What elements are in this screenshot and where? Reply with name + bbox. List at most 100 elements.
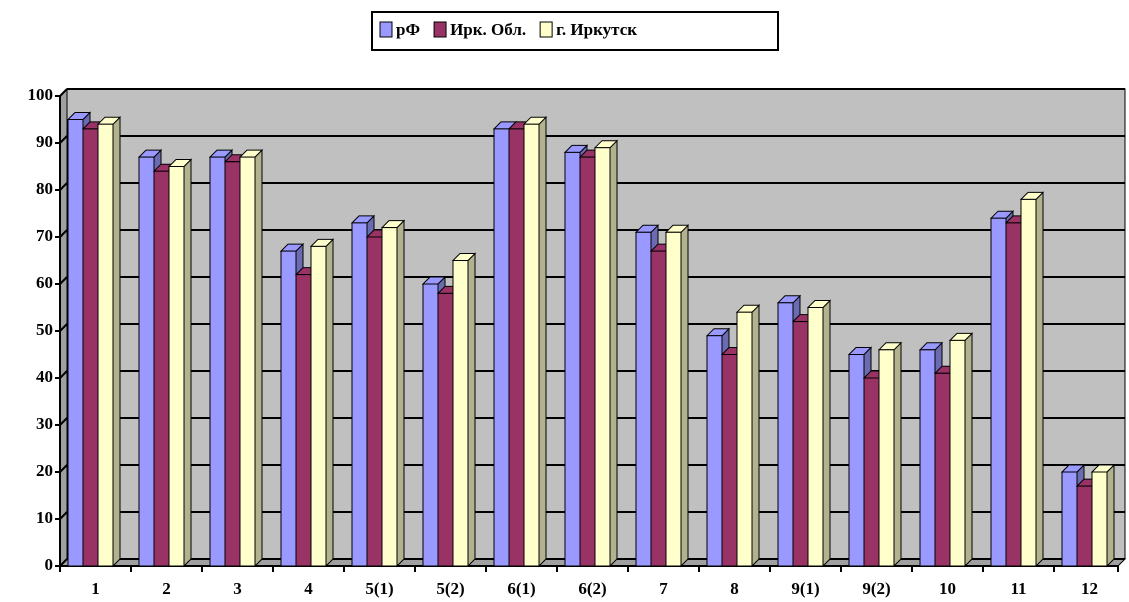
bar-side xyxy=(609,139,618,568)
bar xyxy=(224,161,241,567)
bar-side xyxy=(893,341,902,568)
x-tick-label: 11 xyxy=(1010,579,1026,598)
grid-line-side xyxy=(59,229,68,238)
bar xyxy=(919,349,936,567)
x-tick-label: 7 xyxy=(659,579,668,598)
bar xyxy=(523,123,540,567)
x-tick-label: 9(2) xyxy=(862,579,890,598)
bar xyxy=(579,156,596,567)
bar xyxy=(452,260,469,567)
bar xyxy=(777,302,794,567)
bar xyxy=(508,128,525,567)
bar-side xyxy=(751,303,760,568)
bar xyxy=(1076,485,1093,567)
bar xyxy=(239,156,256,567)
bar xyxy=(863,377,880,567)
bar xyxy=(635,231,652,567)
y-tick-label: 20 xyxy=(36,461,53,480)
bar xyxy=(934,372,951,567)
grid-line-side xyxy=(59,464,68,473)
y-tick-label: 40 xyxy=(36,367,53,386)
bar xyxy=(310,245,327,567)
bar xyxy=(97,123,114,567)
bar xyxy=(564,151,581,567)
bar xyxy=(792,321,809,567)
bar xyxy=(351,222,368,567)
y-tick-label: 50 xyxy=(36,320,53,339)
bar xyxy=(209,156,226,567)
bar-side xyxy=(680,224,689,568)
grid-line-side xyxy=(59,511,68,520)
bar xyxy=(594,147,611,567)
bar xyxy=(990,217,1007,567)
x-tick-label: 3 xyxy=(233,579,242,598)
bar-side xyxy=(254,148,263,568)
x-tick-label: 6(1) xyxy=(507,579,535,598)
y-tick-label: 90 xyxy=(36,132,53,151)
bar xyxy=(422,283,439,567)
bar-side xyxy=(183,158,192,568)
x-tick-label: 2 xyxy=(162,579,171,598)
bar xyxy=(650,250,667,567)
x-tick-label: 8 xyxy=(730,579,739,598)
bar xyxy=(153,170,170,567)
bar xyxy=(1061,471,1078,567)
bar xyxy=(1005,222,1022,567)
bar-side xyxy=(964,332,973,568)
y-tick-label: 100 xyxy=(28,85,54,104)
bar xyxy=(1091,471,1108,567)
bar xyxy=(665,231,682,567)
y-tick-label: 60 xyxy=(36,273,53,292)
x-tick-label: 5(2) xyxy=(436,579,464,598)
grid-line-side xyxy=(59,182,68,191)
grid-line-side xyxy=(59,323,68,332)
legend-swatch xyxy=(433,21,447,38)
x-tick-label: 9(1) xyxy=(791,579,819,598)
bar xyxy=(138,156,155,567)
legend-swatch xyxy=(379,21,393,38)
y-tick-label: 30 xyxy=(36,414,53,433)
bar xyxy=(807,307,824,567)
bar xyxy=(1020,198,1037,567)
bar xyxy=(67,119,84,567)
legend-label: Ирк. Обл. xyxy=(450,20,526,39)
grid-line-side xyxy=(59,276,68,285)
x-tick-label: 12 xyxy=(1081,579,1098,598)
bar xyxy=(721,354,738,567)
bar xyxy=(706,335,723,567)
bar xyxy=(949,339,966,567)
bar-side xyxy=(1035,191,1044,568)
x-tick-label: 5(1) xyxy=(365,579,393,598)
legend-label: рФ xyxy=(396,20,420,39)
bar-side xyxy=(467,252,476,568)
bar xyxy=(736,311,753,567)
grid-line-side xyxy=(59,88,68,97)
bar-side xyxy=(1106,463,1115,568)
bar xyxy=(168,166,185,567)
bar xyxy=(280,250,297,567)
grid-line-side xyxy=(59,135,68,144)
bar xyxy=(381,227,398,567)
legend-swatch xyxy=(539,21,553,38)
bar xyxy=(848,354,865,567)
bar-side xyxy=(822,299,831,568)
grid-line-side xyxy=(59,417,68,426)
bar xyxy=(493,128,510,567)
bar xyxy=(366,236,383,567)
y-tick-label: 10 xyxy=(36,508,53,527)
y-tick-label: 0 xyxy=(45,555,54,574)
x-tick-label: 6(2) xyxy=(578,579,606,598)
bar-side xyxy=(396,219,405,568)
grid-line-side xyxy=(59,558,68,567)
x-tick-label: 10 xyxy=(939,579,956,598)
bar-side xyxy=(325,238,334,568)
bar xyxy=(878,349,895,567)
bar-side xyxy=(112,115,121,568)
y-tick-label: 70 xyxy=(36,226,53,245)
bar xyxy=(295,274,312,567)
legend-label: г. Иркутск xyxy=(556,20,637,39)
grid-line-side xyxy=(59,370,68,379)
x-tick-label: 4 xyxy=(304,579,313,598)
x-tick-label: 1 xyxy=(91,579,100,598)
